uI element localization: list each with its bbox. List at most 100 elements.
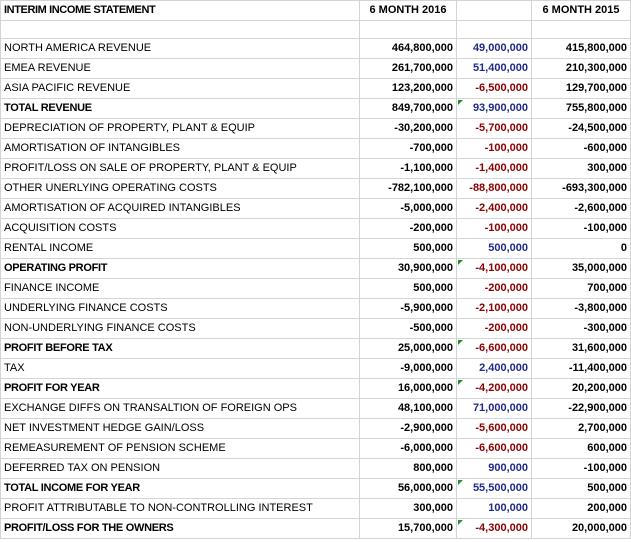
difference-cell[interactable]: -4,300,000	[456, 518, 532, 539]
value-2016-cell[interactable]: 123,200,000	[359, 78, 457, 99]
difference-cell[interactable]: -2,100,000	[456, 298, 532, 319]
difference-cell[interactable]: -100,000	[456, 138, 532, 159]
row-label-cell[interactable]: AMORTISATION OF ACQUIRED INTANGIBLES	[0, 198, 360, 219]
value-2016-cell[interactable]: -30,200,000	[359, 118, 457, 139]
row-label-cell[interactable]: TOTAL INCOME FOR YEAR	[0, 478, 360, 499]
value-2015-cell[interactable]: 415,800,000	[531, 38, 631, 59]
value-2016-cell[interactable]: 300,000	[359, 498, 457, 519]
row-label-cell[interactable]: PROFIT/LOSS ON SALE OF PROPERTY, PLANT &…	[0, 158, 360, 179]
sheet-title[interactable]: INTERIM INCOME STATEMENT	[0, 0, 360, 21]
value-2015-cell[interactable]: 2,700,000	[531, 418, 631, 439]
value-2016-cell[interactable]: -2,900,000	[359, 418, 457, 439]
row-label-cell[interactable]: AMORTISATION OF INTANGIBLES	[0, 138, 360, 159]
row-label-cell[interactable]: EXCHANGE DIFFS ON TRANSALTION OF FOREIGN…	[0, 398, 360, 419]
value-2016-cell[interactable]: 261,700,000	[359, 58, 457, 79]
value-2015-cell[interactable]: -100,000	[531, 458, 631, 479]
difference-cell[interactable]: -5,600,000	[456, 418, 532, 439]
difference-cell[interactable]: -6,600,000	[456, 338, 532, 359]
row-label-cell[interactable]: FINANCE INCOME	[0, 278, 360, 299]
value-2015-cell[interactable]: -2,600,000	[531, 198, 631, 219]
empty-cell[interactable]	[531, 20, 631, 39]
value-2016-cell[interactable]: 16,000,000	[359, 378, 457, 399]
row-label-cell[interactable]: PROFIT/LOSS FOR THE OWNERS	[0, 518, 360, 539]
row-label-cell[interactable]: RENTAL INCOME	[0, 238, 360, 259]
value-2015-cell[interactable]: -3,800,000	[531, 298, 631, 319]
value-2016-cell[interactable]: 464,800,000	[359, 38, 457, 59]
value-2015-cell[interactable]: 755,800,000	[531, 98, 631, 119]
value-2015-cell[interactable]: 600,000	[531, 438, 631, 459]
difference-cell[interactable]: -4,100,000	[456, 258, 532, 279]
value-2015-cell[interactable]: 210,300,000	[531, 58, 631, 79]
difference-cell[interactable]: 49,000,000	[456, 38, 532, 59]
difference-cell[interactable]: -100,000	[456, 218, 532, 239]
difference-cell[interactable]: -200,000	[456, 278, 532, 299]
value-2016-cell[interactable]: -200,000	[359, 218, 457, 239]
row-label-cell[interactable]: EMEA REVENUE	[0, 58, 360, 79]
value-2015-cell[interactable]: 500,000	[531, 478, 631, 499]
difference-cell[interactable]: -200,000	[456, 318, 532, 339]
value-2015-cell[interactable]: -11,400,000	[531, 358, 631, 379]
value-2016-cell[interactable]: -5,000,000	[359, 198, 457, 219]
value-2015-cell[interactable]: 0	[531, 238, 631, 259]
empty-cell[interactable]	[0, 20, 360, 39]
value-2016-cell[interactable]: -500,000	[359, 318, 457, 339]
column-header-2015[interactable]: 6 MONTH 2015	[531, 0, 631, 21]
row-label-cell[interactable]: UNDERLYING FINANCE COSTS	[0, 298, 360, 319]
value-2016-cell[interactable]: 500,000	[359, 238, 457, 259]
value-2016-cell[interactable]: 500,000	[359, 278, 457, 299]
difference-cell[interactable]: 900,000	[456, 458, 532, 479]
value-2015-cell[interactable]: 20,200,000	[531, 378, 631, 399]
row-label-cell[interactable]: TOTAL REVENUE	[0, 98, 360, 119]
value-2016-cell[interactable]: -782,100,000	[359, 178, 457, 199]
row-label-cell[interactable]: REMEASUREMENT OF PENSION SCHEME	[0, 438, 360, 459]
difference-cell[interactable]: -6,500,000	[456, 78, 532, 99]
value-2015-cell[interactable]: -600,000	[531, 138, 631, 159]
difference-cell[interactable]: 100,000	[456, 498, 532, 519]
value-2015-cell[interactable]: 31,600,000	[531, 338, 631, 359]
empty-cell[interactable]	[456, 20, 532, 39]
difference-cell[interactable]: 71,000,000	[456, 398, 532, 419]
value-2015-cell[interactable]: 129,700,000	[531, 78, 631, 99]
row-label-cell[interactable]: NON-UNDERLYING FINANCE COSTS	[0, 318, 360, 339]
difference-cell[interactable]: 51,400,000	[456, 58, 532, 79]
row-label-cell[interactable]: ASIA PACIFIC REVENUE	[0, 78, 360, 99]
row-label-cell[interactable]: OTHER UNERLYING OPERATING COSTS	[0, 178, 360, 199]
value-2016-cell[interactable]: -5,900,000	[359, 298, 457, 319]
row-label-cell[interactable]: PROFIT FOR YEAR	[0, 378, 360, 399]
value-2016-cell[interactable]: -9,000,000	[359, 358, 457, 379]
row-label-cell[interactable]: TAX	[0, 358, 360, 379]
difference-cell[interactable]: 500,000	[456, 238, 532, 259]
difference-cell[interactable]: 55,500,000	[456, 478, 532, 499]
row-label-cell[interactable]: PROFIT ATTRIBUTABLE TO NON-CONTROLLING I…	[0, 498, 360, 519]
value-2015-cell[interactable]: -22,900,000	[531, 398, 631, 419]
value-2016-cell[interactable]: 800,000	[359, 458, 457, 479]
row-label-cell[interactable]: DEFERRED TAX ON PENSION	[0, 458, 360, 479]
row-label-cell[interactable]: ACQUISITION COSTS	[0, 218, 360, 239]
difference-cell[interactable]: -5,700,000	[456, 118, 532, 139]
difference-cell[interactable]: 93,900,000	[456, 98, 532, 119]
row-label-cell[interactable]: PROFIT BEFORE TAX	[0, 338, 360, 359]
difference-cell[interactable]: -1,400,000	[456, 158, 532, 179]
row-label-cell[interactable]: DEPRECIATION OF PROPERTY, PLANT & EQUIP	[0, 118, 360, 139]
value-2015-cell[interactable]: -24,500,000	[531, 118, 631, 139]
row-label-cell[interactable]: NORTH AMERICA REVENUE	[0, 38, 360, 59]
value-2015-cell[interactable]: -300,000	[531, 318, 631, 339]
value-2015-cell[interactable]: 35,000,000	[531, 258, 631, 279]
difference-cell[interactable]: -6,600,000	[456, 438, 532, 459]
difference-cell[interactable]: -88,800,000	[456, 178, 532, 199]
value-2016-cell[interactable]: -700,000	[359, 138, 457, 159]
value-2015-cell[interactable]: 20,000,000	[531, 518, 631, 539]
difference-cell[interactable]: 2,400,000	[456, 358, 532, 379]
empty-cell[interactable]	[359, 20, 457, 39]
value-2016-cell[interactable]: 15,700,000	[359, 518, 457, 539]
difference-cell[interactable]: -4,200,000	[456, 378, 532, 399]
row-label-cell[interactable]: OPERATING PROFIT	[0, 258, 360, 279]
value-2015-cell[interactable]: 700,000	[531, 278, 631, 299]
value-2015-cell[interactable]: 300,000	[531, 158, 631, 179]
value-2016-cell[interactable]: 30,900,000	[359, 258, 457, 279]
column-header-difference[interactable]	[456, 0, 532, 21]
value-2016-cell[interactable]: 849,700,000	[359, 98, 457, 119]
value-2016-cell[interactable]: 48,100,000	[359, 398, 457, 419]
difference-cell[interactable]: -2,400,000	[456, 198, 532, 219]
value-2016-cell[interactable]: -6,000,000	[359, 438, 457, 459]
